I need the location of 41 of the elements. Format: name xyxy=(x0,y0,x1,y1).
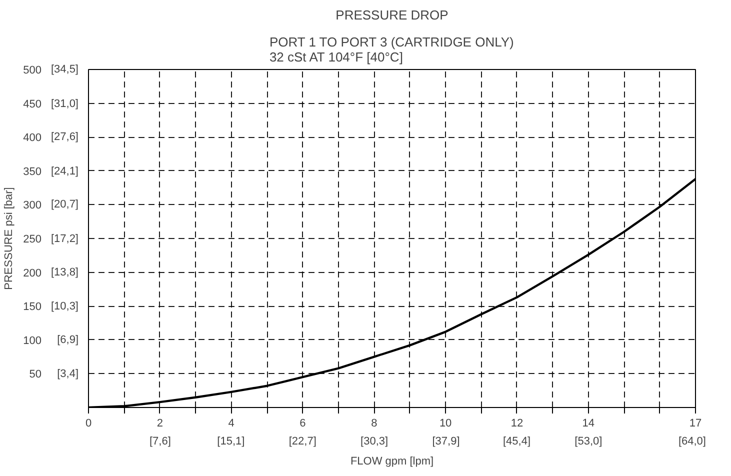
y2-tick-label: [20,7] xyxy=(50,198,79,211)
x-tick-label: 10 xyxy=(439,418,452,430)
y2-tick-label: [24,1] xyxy=(50,165,79,178)
x2-tick-label: [53,0] xyxy=(574,436,602,448)
y-tick-label: 500 xyxy=(23,64,42,76)
x-tick-label: 4 xyxy=(228,418,234,430)
x-tick-label: 6 xyxy=(300,418,306,430)
y-tick-label: 50 xyxy=(29,368,42,381)
y2-tick-label: [34,5] xyxy=(50,64,79,76)
x2-tick-label: [30,3] xyxy=(360,436,388,448)
x2-tick-label: [64,0] xyxy=(678,436,706,448)
y2-tick-label: [13,8] xyxy=(50,266,79,278)
y-tick-label: 250 xyxy=(23,234,42,246)
y2-tick-label: [6,9] xyxy=(57,334,78,346)
y2-tick-label: [3,4] xyxy=(57,368,78,380)
x2-tick-label: [22,7] xyxy=(288,436,316,448)
x-tick-label: 0 xyxy=(85,418,92,430)
x-tick-label: 8 xyxy=(371,418,378,430)
y-tick-label: 400 xyxy=(23,132,42,144)
x2-tick-label: [7,6] xyxy=(149,436,171,448)
y2-tick-label: [31,0] xyxy=(50,98,79,110)
y2-tick-label: [27,6] xyxy=(50,131,79,144)
x-tick-label: 17 xyxy=(689,418,702,430)
x2-tick-label: [45,4] xyxy=(502,436,531,448)
y-tick-label: 100 xyxy=(23,334,42,347)
x-tick-label: 12 xyxy=(510,418,524,430)
y-tick-label: 150 xyxy=(23,301,42,314)
chart-title: PRESSURE DROP xyxy=(336,8,448,22)
y-tick-label: 300 xyxy=(23,200,42,212)
x-axis-title: FLOW gpm [lpm] xyxy=(350,456,434,468)
x-tick-label: 14 xyxy=(582,418,595,430)
y-tick-label: 350 xyxy=(23,166,42,178)
chart-subtitle: PORT 1 TO PORT 3 (CARTRIDGE ONLY) 32 cSt AT 104°F [40°C] xyxy=(269,34,514,64)
y-tick-label: 450 xyxy=(23,98,42,110)
y-tick-label: 200 xyxy=(23,267,42,280)
x-tick-label: 2 xyxy=(156,418,163,430)
x2-tick-label: [37,9] xyxy=(432,436,460,448)
y2-tick-label: [10,3] xyxy=(50,300,79,313)
y-axis-title: PRESSURE psi [bar] xyxy=(3,187,16,290)
y2-tick-label: [17,2] xyxy=(50,232,79,245)
x2-tick-label: [15,1] xyxy=(217,436,245,448)
